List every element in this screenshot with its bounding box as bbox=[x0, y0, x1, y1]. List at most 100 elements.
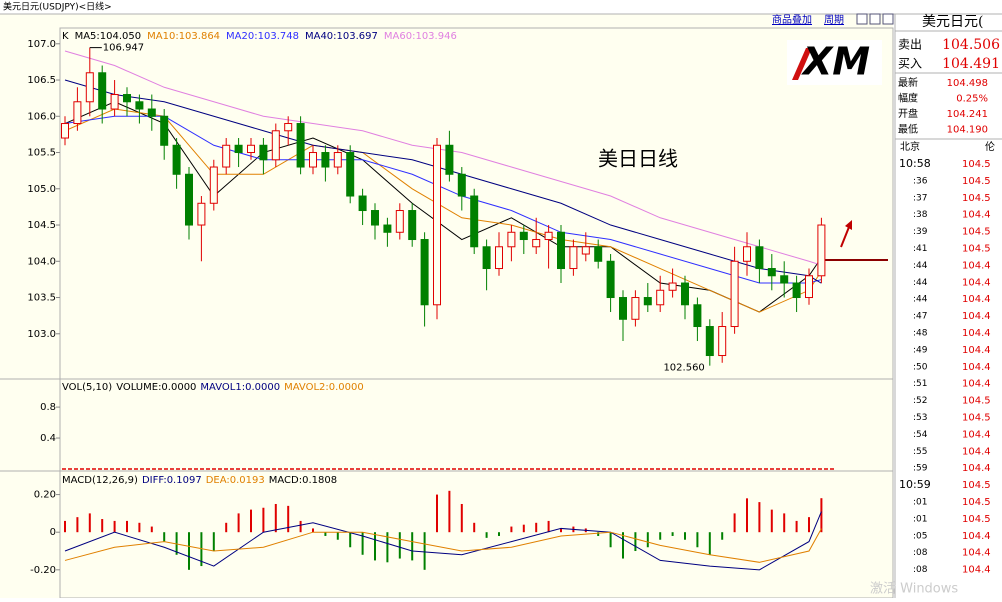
tick-price: 104.4 bbox=[962, 345, 991, 356]
legend-item: MA60:103.946 bbox=[384, 31, 457, 42]
legend-item: MA40:103.697 bbox=[305, 31, 378, 42]
candle-body bbox=[631, 297, 640, 320]
candle-body bbox=[470, 195, 479, 248]
link[interactable]: 周期 bbox=[824, 14, 844, 26]
tick-time: :44 bbox=[913, 278, 928, 288]
y-tick-label: 105.0 bbox=[27, 184, 56, 195]
watermark: 激活 Windows bbox=[870, 582, 958, 597]
tick-time: :53 bbox=[913, 413, 927, 423]
y-tick-label: -0.20 bbox=[30, 565, 56, 576]
candle-body bbox=[333, 152, 342, 168]
candle-body bbox=[73, 101, 82, 125]
arrow bbox=[840, 226, 850, 248]
candle-body bbox=[185, 173, 193, 226]
candle-body bbox=[519, 231, 528, 241]
candle-body bbox=[495, 246, 503, 270]
legend-item: DEA:0.0193 bbox=[206, 475, 265, 486]
candle-body bbox=[358, 195, 367, 212]
y-tick-label: 105.5 bbox=[27, 148, 56, 159]
legend-item: MAVOL1:0.0000 bbox=[200, 382, 280, 393]
candle-body bbox=[532, 239, 541, 248]
candle-body bbox=[457, 173, 466, 197]
y-tick-label: 104.0 bbox=[27, 256, 56, 267]
candle-body bbox=[743, 246, 751, 262]
candle-body bbox=[85, 72, 94, 103]
legend: MACD(12,26,9) DIFF:0.1097 DEA:0.0193 MACD:0… bbox=[62, 475, 337, 486]
tick-time: :08 bbox=[913, 548, 928, 558]
y-tick-label: 0.8 bbox=[40, 402, 56, 413]
candle-body bbox=[817, 224, 826, 277]
candle-body bbox=[668, 282, 677, 291]
candle-body bbox=[346, 152, 355, 197]
y-tick-label: 106.0 bbox=[27, 111, 56, 122]
legend-item: K bbox=[62, 31, 69, 42]
tick-time: :52 bbox=[913, 396, 927, 406]
quote-label: 卖出 bbox=[898, 38, 922, 52]
candle-body bbox=[681, 282, 689, 306]
ma-line bbox=[64, 108, 822, 313]
tick-time: 10:58 bbox=[899, 157, 931, 170]
icon-button[interactable] bbox=[869, 13, 881, 25]
tick-time: :01 bbox=[913, 498, 927, 508]
candle-body bbox=[606, 260, 615, 299]
quote-price: 104.491 bbox=[942, 56, 1000, 72]
tick-time: :05 bbox=[913, 531, 927, 541]
candle-body bbox=[730, 260, 739, 328]
quote-value: 0.25% bbox=[956, 94, 988, 105]
candle-body bbox=[209, 166, 218, 204]
tick-time: :51 bbox=[913, 379, 927, 389]
tick-time: :38 bbox=[913, 210, 928, 220]
candle-body bbox=[321, 152, 330, 168]
tick-price: 104.4 bbox=[962, 210, 991, 221]
tick-time: :39 bbox=[913, 227, 928, 237]
annotation: 美日日线 bbox=[598, 147, 678, 171]
candle-body bbox=[222, 144, 231, 168]
candle-body bbox=[110, 94, 119, 110]
candle-body bbox=[792, 282, 801, 299]
candle-body bbox=[61, 123, 69, 139]
tick-price: 104.5 bbox=[962, 159, 991, 170]
icon-button[interactable] bbox=[856, 13, 868, 25]
candle-body bbox=[395, 210, 404, 233]
tick-price: 104.4 bbox=[962, 328, 991, 339]
toolbar-icons bbox=[856, 13, 894, 25]
candle-body bbox=[420, 239, 429, 306]
quote-title: 美元日元( bbox=[922, 14, 983, 30]
candle-body bbox=[755, 246, 764, 270]
tick-price: 104.4 bbox=[962, 565, 991, 576]
candle-body bbox=[98, 72, 107, 110]
candle-body bbox=[259, 144, 268, 161]
legend-item: MACD:0.1808 bbox=[269, 475, 337, 486]
tick-time: :50 bbox=[913, 362, 928, 372]
tick-price: 104.4 bbox=[962, 463, 991, 474]
tick-price: 104.4 bbox=[962, 379, 991, 390]
tick-time: :36 bbox=[913, 176, 928, 186]
legend-item: MACD(12,26,9) bbox=[62, 475, 138, 486]
y-tick-label: 103.5 bbox=[27, 293, 56, 304]
tick-time: :44 bbox=[913, 295, 928, 305]
candle-body bbox=[296, 123, 305, 168]
quote-value: 104.498 bbox=[947, 78, 988, 89]
link[interactable]: 商品叠加 bbox=[772, 13, 812, 26]
candle-body bbox=[371, 210, 379, 226]
y-tick-label: 0 bbox=[50, 527, 56, 538]
legend-item: VOL(5,10) bbox=[62, 382, 112, 393]
y-tick-label: 107.0 bbox=[27, 39, 56, 50]
city-label: 伦 bbox=[985, 140, 995, 153]
logo-slash bbox=[792, 48, 812, 80]
candle-body bbox=[718, 326, 727, 357]
candle-body bbox=[805, 275, 813, 299]
candle-body bbox=[544, 231, 553, 241]
tick-price: 104.5 bbox=[962, 176, 991, 187]
candle-body bbox=[197, 202, 206, 226]
y-tick-label: 0.20 bbox=[34, 490, 56, 501]
tick-price: 104.5 bbox=[962, 497, 991, 508]
candle-body bbox=[160, 115, 169, 146]
icon-button[interactable] bbox=[882, 13, 894, 25]
quote-value: 104.241 bbox=[947, 109, 988, 120]
logo: XM bbox=[787, 40, 882, 85]
legend-item: VOLUME:0.0000 bbox=[116, 382, 196, 393]
low-label: 102.560 bbox=[663, 363, 704, 374]
city-label: 北京 bbox=[900, 140, 920, 153]
